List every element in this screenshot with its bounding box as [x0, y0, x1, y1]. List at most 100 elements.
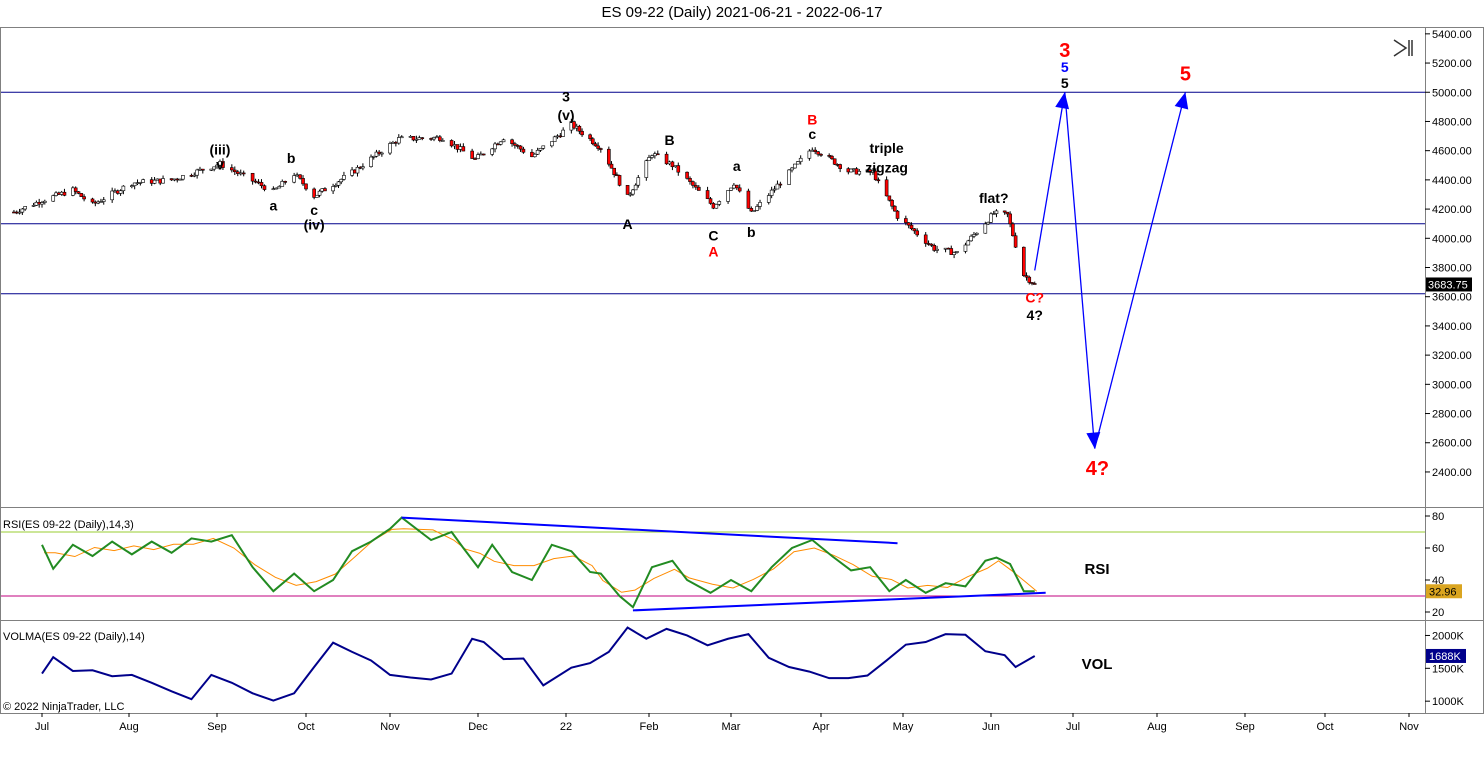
candle-down [481, 153, 486, 156]
candle-up [374, 151, 379, 157]
x-axis-label: Sep [207, 721, 227, 733]
candle-up [317, 190, 322, 196]
candle-up [342, 175, 346, 180]
candle-up [17, 211, 22, 214]
panel-toggle-icon[interactable] [1393, 38, 1415, 58]
candle-down [884, 179, 889, 197]
candle-down [816, 151, 820, 155]
wave-label: 4? [1027, 307, 1043, 323]
candle-up [280, 181, 285, 187]
candle-up [432, 137, 436, 140]
vol-label: VOL [1082, 656, 1113, 673]
candle-down [82, 196, 86, 200]
wave-label: B [664, 132, 674, 148]
candle-up [798, 157, 803, 162]
candle-down [513, 143, 517, 146]
candle-up [215, 164, 219, 168]
candle-up [355, 167, 360, 174]
candle-up [371, 155, 376, 158]
candle-down [691, 181, 695, 186]
candle-up [772, 188, 777, 191]
candle-down [873, 170, 878, 181]
candle-down [253, 180, 258, 183]
candle-down [688, 178, 692, 182]
candle-up [130, 185, 134, 187]
candle-down [76, 191, 81, 194]
candle-up [271, 188, 276, 190]
candle-up [647, 157, 651, 162]
price-axis-tick-label: 4400.00 [1432, 175, 1472, 187]
vol-axis-tick-label: 1000K [1432, 696, 1464, 708]
wave-label: c [310, 202, 318, 218]
candle-up [435, 136, 439, 139]
candle-down [599, 148, 603, 150]
price-axis-tick-label: 3000.00 [1432, 379, 1472, 391]
candle-up [755, 206, 759, 211]
candle-down [892, 205, 897, 212]
candle-up [966, 240, 971, 246]
candle-up [952, 252, 956, 255]
candle-up [501, 139, 506, 143]
candle-up [673, 165, 678, 168]
candle-up [653, 153, 657, 157]
wave-label: c [808, 126, 816, 142]
candle-down [1002, 210, 1007, 213]
candle-down [708, 198, 713, 204]
wave-label: triple [869, 140, 903, 156]
candle-up [633, 184, 638, 191]
rsi-value-label: 32.96 [1429, 586, 1457, 598]
candle-up [667, 161, 672, 165]
candle-up [989, 213, 993, 223]
candle-down [1005, 211, 1010, 215]
candle-down [510, 139, 514, 145]
price-axis-tick-label: 2800.00 [1432, 409, 1472, 421]
x-axis-label: Sep [1235, 721, 1255, 733]
candle-down [838, 164, 842, 169]
candle-down [909, 224, 914, 230]
candle-up [561, 129, 565, 137]
candle-up [935, 248, 939, 251]
candle-up [152, 179, 157, 184]
candle-down [420, 137, 425, 139]
candle-up [339, 178, 344, 183]
candle-up [192, 174, 197, 177]
rsi-axis-tick-label: 40 [1432, 575, 1444, 587]
vol-axis-tick-label: 1500K [1432, 663, 1464, 675]
candle-down [1013, 235, 1018, 248]
candle-up [440, 140, 445, 142]
wave-label: b [747, 224, 756, 240]
candle-up [493, 143, 497, 150]
candle-up [141, 179, 145, 183]
candle-up [732, 184, 736, 189]
x-axis-label: May [893, 721, 914, 733]
projection-line [1034, 92, 1066, 271]
candle-down [259, 182, 264, 187]
candle-up [969, 235, 973, 242]
candle-up [714, 204, 719, 209]
candle-up [963, 244, 968, 252]
candle-up [636, 177, 641, 186]
wave-label: 5 [1180, 64, 1191, 86]
candle-up [181, 175, 185, 180]
price-axis-tick-label: 5200.00 [1432, 58, 1472, 70]
candle-up [31, 205, 36, 207]
wave-label: flat? [979, 190, 1009, 206]
candle-down [1021, 246, 1026, 276]
wave-label: zigzag [865, 160, 908, 176]
candle-down [664, 153, 669, 165]
candle-down [923, 234, 928, 244]
price-axis-tick-label: 4200.00 [1432, 204, 1472, 216]
candle-up [396, 137, 401, 144]
candle-down [73, 187, 78, 192]
price-axis-tick-label: 5400.00 [1432, 29, 1472, 41]
candle-down [1024, 275, 1029, 278]
candle-down [580, 130, 584, 136]
price-axis-tick-label: 4600.00 [1432, 146, 1472, 158]
wave-label: A [623, 216, 633, 232]
candle-down [895, 210, 900, 219]
candle-down [461, 146, 466, 152]
candle-up [972, 234, 976, 237]
candle-down [572, 121, 576, 129]
wave-label: a [269, 198, 277, 214]
candle-up [795, 161, 800, 165]
